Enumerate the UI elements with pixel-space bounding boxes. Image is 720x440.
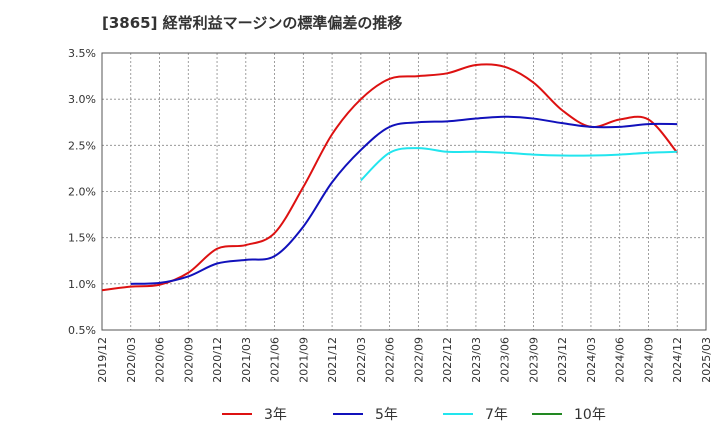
x-tick-label: 2020/03	[125, 337, 138, 383]
legend-label: 3年	[264, 407, 287, 423]
x-tick-label: 2023/03	[470, 337, 483, 383]
x-tick-label: 2024/09	[642, 337, 655, 383]
x-tick-label: 2021/03	[240, 337, 253, 383]
x-tick-label: 2022/03	[355, 337, 368, 383]
chart-title: [3865] 経常利益マージンの標準偏差の推移	[102, 14, 403, 32]
x-axis: 2019/12 2020/03 2020/06 2020/09 2020/12 2021/…	[96, 337, 713, 383]
series-line	[130, 115, 678, 285]
plot-area-frame	[101, 52, 707, 331]
series-line	[101, 63, 679, 292]
x-tick-label: 2021/12	[326, 337, 339, 383]
x-tick-label: 2022/12	[441, 337, 454, 383]
x-tick-label: 2020/09	[182, 337, 195, 383]
x-tick-label: 2019/12	[96, 337, 109, 383]
x-tick-label: 2021/06	[269, 337, 282, 383]
y-tick-label: 3.5%	[68, 47, 96, 60]
legend-label: 5年	[375, 407, 398, 423]
series-lines	[101, 63, 679, 292]
y-tick-label: 1.5%	[68, 232, 96, 245]
legend-label: 7年	[485, 407, 508, 423]
grid	[102, 53, 706, 330]
x-tick-label: 2022/09	[412, 337, 425, 383]
x-tick-label: 2020/06	[154, 337, 167, 383]
y-tick-label: 2.0%	[68, 186, 96, 199]
y-tick-label: 1.0%	[68, 278, 96, 291]
legend-label: 10年	[574, 407, 606, 423]
x-tick-label: 2020/12	[211, 337, 224, 383]
y-tick-label: 3.0%	[68, 93, 96, 106]
x-tick-label: 2023/06	[499, 337, 512, 383]
x-tick-label: 2021/09	[297, 337, 310, 383]
x-tick-label: 2023/09	[527, 337, 540, 383]
x-tick-label: 2024/06	[614, 337, 627, 383]
series-line	[360, 147, 678, 182]
y-tick-label: 0.5%	[68, 324, 96, 337]
x-tick-label: 2024/12	[671, 337, 684, 383]
legend: 3年 5年 7年 10年	[222, 407, 606, 423]
x-tick-label: 2024/03	[585, 337, 598, 383]
x-tick-label: 2022/06	[384, 337, 397, 383]
y-axis: 0.5% 1.0% 1.5% 2.0% 2.5% 3.0% 3.5%	[68, 47, 96, 337]
y-tick-label: 2.5%	[68, 139, 96, 152]
x-tick-label: 2023/12	[556, 337, 569, 383]
x-tick-label: 2025/03	[700, 337, 713, 383]
